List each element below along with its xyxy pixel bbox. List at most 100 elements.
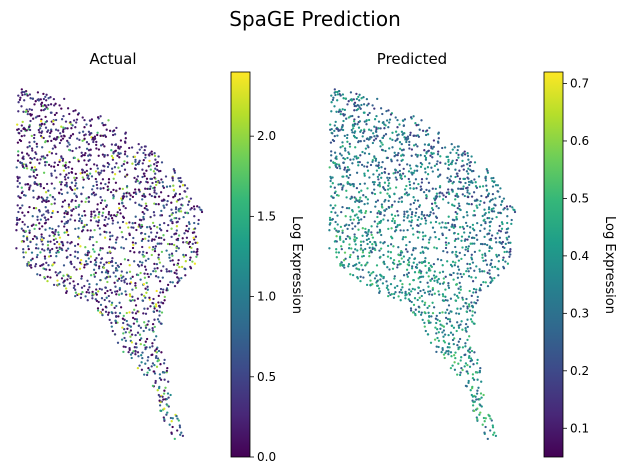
scatter-point	[469, 318, 473, 321]
scatter-point	[340, 245, 343, 248]
scatter-point	[144, 268, 148, 271]
scatter-point	[437, 277, 440, 281]
scatter-point	[94, 298, 97, 301]
scatter-point	[180, 265, 184, 269]
scatter-point	[142, 255, 145, 258]
scatter-point	[487, 211, 491, 214]
scatter-point	[431, 301, 434, 304]
scatter-point	[486, 194, 490, 198]
scatter-point	[38, 114, 41, 118]
scatter-point	[162, 416, 165, 419]
scatter-point	[191, 260, 194, 263]
scatter-point	[28, 175, 31, 178]
scatter-point	[96, 309, 100, 312]
scatter-point	[54, 271, 57, 274]
scatter-point	[124, 290, 127, 293]
scatter-point	[32, 223, 35, 226]
scatter-point	[441, 324, 444, 327]
scatter-point	[171, 176, 174, 179]
scatter-point	[131, 288, 134, 291]
scatter-point	[481, 214, 484, 218]
scatter-point	[378, 249, 381, 252]
scatter-point	[71, 188, 74, 192]
scatter-point	[156, 267, 159, 270]
scatter-point	[478, 249, 481, 252]
scatter-point	[163, 389, 166, 392]
scatter-point	[150, 194, 153, 198]
scatter-point	[25, 152, 29, 155]
scatter-point	[506, 262, 510, 265]
scatter-point	[478, 287, 482, 290]
scatter-point	[83, 266, 86, 269]
scatter-point	[115, 126, 118, 130]
scatter-point	[42, 199, 45, 202]
scatter-point	[409, 133, 412, 137]
scatter-point	[466, 338, 469, 342]
scatter-point	[47, 103, 50, 107]
scatter-point	[53, 198, 57, 201]
scatter-point	[112, 195, 115, 198]
scatter-point	[457, 232, 460, 236]
scatter-point	[451, 260, 455, 263]
scatter-point	[119, 306, 123, 309]
scatter-point	[472, 322, 475, 325]
scatter-point	[503, 206, 506, 210]
scatter-point	[91, 188, 94, 191]
scatter-point	[170, 218, 173, 221]
scatter-point	[377, 166, 381, 170]
scatter-point	[69, 260, 73, 263]
colorbar-gradient-predicted	[543, 71, 564, 458]
scatter-point	[162, 362, 166, 365]
scatter-point	[148, 368, 151, 372]
scatter-point	[349, 215, 352, 218]
scatter-point	[163, 358, 166, 362]
scatter-point	[478, 369, 482, 373]
scatter-point	[485, 184, 488, 187]
scatter-point	[443, 356, 446, 360]
scatter-point	[358, 93, 361, 96]
scatter-point	[105, 276, 109, 279]
scatter-point	[464, 326, 467, 330]
scatter-point	[354, 243, 357, 246]
scatter-point	[420, 181, 424, 184]
scatter-point	[438, 282, 442, 285]
scatter-point	[30, 166, 34, 169]
scatter-point	[85, 123, 88, 126]
scatter-point	[170, 227, 173, 230]
scatter-point	[118, 208, 122, 212]
scatter-point	[460, 165, 463, 168]
scatter-point	[424, 257, 427, 260]
scatter-point	[482, 416, 486, 420]
scatter-point	[171, 417, 174, 420]
scatter-point	[365, 165, 369, 168]
scatter-point	[351, 227, 354, 230]
scatter-point	[351, 222, 354, 225]
scatter-point	[438, 185, 442, 188]
scatter-point	[20, 227, 23, 230]
scatter-point	[480, 380, 483, 383]
scatter-point	[333, 162, 337, 165]
scatter-point	[446, 308, 449, 311]
scatter-point	[355, 171, 359, 174]
scatter-point	[155, 309, 159, 312]
scatter-point	[81, 214, 84, 218]
scatter-point	[97, 148, 101, 151]
scatter-point	[416, 165, 419, 168]
scatter-point	[66, 191, 69, 194]
scatter-point	[155, 347, 158, 351]
scatter-point	[424, 329, 427, 333]
scatter-point	[28, 128, 32, 132]
scatter-point	[481, 253, 484, 256]
scatter-point	[476, 295, 479, 299]
scatter-point	[464, 322, 468, 326]
scatter-point	[421, 238, 425, 241]
scatter-point	[379, 247, 383, 250]
scatter-point	[500, 227, 504, 230]
scatter-point	[73, 244, 77, 248]
scatter-point	[450, 142, 453, 146]
scatter-point	[128, 264, 131, 267]
scatter-point	[96, 133, 99, 137]
scatter-point	[359, 209, 363, 212]
scatter-point	[44, 156, 47, 160]
scatter-point	[457, 287, 460, 290]
